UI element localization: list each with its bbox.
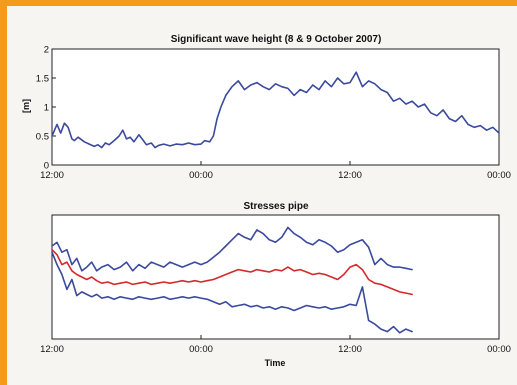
wave-height-yticks: 0 0.5 1 1.5 2 (36, 45, 56, 172)
stresses-title: Stresses pipe (243, 201, 308, 212)
figure-svg: Significant wave height (8 & 9 October 2… (21, 34, 511, 368)
x-tick-label: 00:00 (189, 170, 213, 181)
x-tick-label: 12:00 (338, 344, 362, 355)
x-tick-label: 12:00 (338, 170, 362, 181)
stresses-lines (51, 226, 413, 334)
wave-height-chart: Significant wave height (8 & 9 October 2… (21, 34, 511, 181)
y-tick-label: 1 (44, 103, 49, 114)
stresses-xticks: 12:00 00:00 12:00 00:00 (40, 335, 511, 355)
x-tick-label: 00:00 (189, 344, 213, 355)
stresses-xlabel: Time (265, 358, 286, 368)
wave-height-xticks: 12:00 00:00 12:00 00:00 (40, 161, 511, 181)
stresses-chart: Stresses pipe Time 12:00 00:00 12:00 00:00 (40, 201, 511, 368)
x-tick-label: 00:00 (487, 344, 511, 355)
wave-height-ylabel: [m] (21, 99, 31, 113)
x-tick-label: 12:00 (40, 344, 64, 355)
x-tick-label: 00:00 (487, 170, 511, 181)
series-line-0 (51, 71, 500, 149)
x-tick-label: 12:00 (40, 170, 64, 181)
y-tick-label: 0.5 (36, 132, 49, 143)
series-line-0 (51, 226, 413, 272)
y-tick-label: 1.5 (36, 74, 49, 85)
y-tick-label: 2 (44, 45, 49, 56)
wave-height-plot-area (51, 48, 500, 166)
figure-panel: Significant wave height (8 & 9 October 2… (7, 6, 517, 385)
series-line-2 (51, 251, 413, 334)
wave-height-title: Significant wave height (8 & 9 October 2… (171, 34, 382, 45)
series-line-1 (51, 248, 413, 296)
y-tick-label: 0 (44, 161, 49, 172)
wave-height-lines (51, 71, 500, 149)
stresses-plot-area (51, 214, 500, 340)
